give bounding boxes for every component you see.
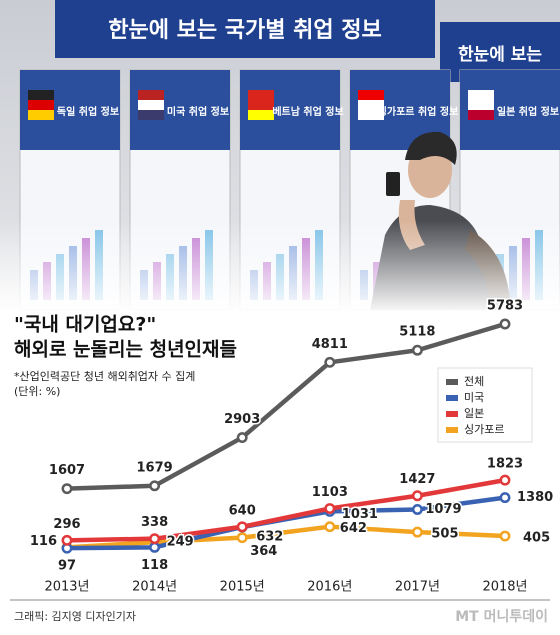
flag: [468, 100, 494, 110]
flag: [138, 110, 164, 120]
data-label: 118: [141, 558, 168, 573]
data-label: 97: [58, 559, 76, 574]
data-label: 1823: [487, 457, 523, 472]
data-label: 116: [30, 534, 57, 549]
x-tick-label: 2015년: [220, 580, 265, 595]
flag: [28, 90, 54, 100]
legend-label: 전체: [464, 375, 484, 388]
poster-title: 베트남 취업 정보: [272, 105, 343, 118]
legend-swatch: [446, 395, 458, 401]
data-point: [499, 530, 511, 542]
flag: [468, 90, 494, 100]
data-point: [61, 534, 73, 546]
data-label: 1607: [49, 463, 85, 478]
x-tick-label: 2018년: [482, 580, 527, 595]
legend-label: 싱가포르: [464, 423, 504, 436]
data-label: 505: [431, 527, 458, 542]
flag: [248, 90, 274, 100]
flag: [358, 100, 384, 110]
data-point: [499, 474, 511, 486]
data-point: [411, 490, 423, 502]
data-point: [411, 526, 423, 538]
data-point: [236, 432, 248, 443]
banner-text: 한눈에 보는 국가별 취업 정보: [108, 18, 382, 43]
data-label: 1380: [517, 490, 553, 505]
legend-label: 일본: [464, 406, 484, 420]
poster-title: 미국 취업 정보: [167, 105, 229, 118]
data-point: [61, 483, 73, 495]
watermark: MT 머니투데이: [455, 608, 548, 625]
x-tick-label: 2016년: [307, 580, 352, 595]
data-point: [499, 318, 511, 330]
data-label: 640: [229, 503, 256, 518]
poster-title: 싱가포르 취업 정보: [378, 105, 459, 118]
data-label: 1079: [425, 502, 461, 517]
chart-title: "국내 대기업요?": [14, 314, 156, 336]
photo-fade: [0, 220, 560, 315]
flag: [248, 100, 274, 110]
flag: [138, 90, 164, 100]
legend-swatch: [446, 379, 458, 385]
data-label: 5118: [399, 325, 435, 340]
data-point: [411, 344, 423, 356]
chart-subtitle: *산업인력공단 청년 해외취업자 수 집계: [14, 369, 195, 383]
data-label: 405: [523, 531, 550, 546]
data-label: 1679: [137, 460, 173, 475]
data-point: [149, 480, 161, 492]
data-label: 2903: [224, 412, 260, 427]
poster-title: 일본 취업 정보: [497, 105, 559, 118]
data-label: 4811: [312, 337, 348, 352]
data-label: 1427: [399, 472, 435, 487]
flag: [138, 100, 164, 110]
data-label: 1103: [312, 485, 348, 500]
data-label: 338: [141, 515, 168, 530]
data-point: [324, 503, 336, 514]
flag: [28, 100, 54, 110]
flag: [358, 110, 384, 120]
flag: [468, 110, 494, 120]
flag: [358, 90, 384, 100]
flag: [248, 110, 274, 120]
data-point: [499, 492, 511, 504]
data-label: 296: [53, 517, 80, 532]
data-label: 249: [167, 535, 194, 550]
banner: [55, 0, 435, 58]
legend-swatch: [446, 427, 458, 433]
data-point: [149, 541, 161, 553]
banner-right-text: 한눈에 보는: [458, 45, 542, 65]
data-label: 1031: [342, 507, 378, 522]
flag: [28, 110, 54, 120]
data-point: [411, 504, 423, 515]
x-tick-label: 2014년: [132, 580, 177, 595]
chart-subtitle: (단위: %): [14, 385, 60, 398]
photo: 한눈에 보는 국가별 취업 정보 한눈에 보는 독일 취업 정보 미국 취업 정보…: [0, 0, 560, 315]
data-point: [236, 532, 248, 544]
data-label: 364: [250, 544, 277, 559]
data-point: [149, 533, 161, 545]
data-point: [324, 356, 336, 368]
series-line: [66, 477, 506, 543]
data-point: [324, 521, 336, 533]
data-point: [236, 521, 248, 533]
legend-swatch: [446, 411, 458, 417]
series-line: [66, 321, 506, 491]
legend-label: 미국: [464, 391, 484, 404]
chart-title: 해외로 눈돌리는 청년인재들: [14, 339, 237, 361]
data-label: 642: [340, 521, 367, 536]
x-tick-label: 2017년: [395, 580, 440, 595]
x-tick-label: 2013년: [44, 580, 89, 595]
data-label: 632: [256, 530, 283, 545]
series-line: [66, 524, 506, 550]
poster-title: 독일 취업 정보: [57, 105, 119, 118]
credit: 그래픽: 김지영 디자인기자: [14, 610, 136, 623]
data-label: 5783: [487, 299, 523, 314]
